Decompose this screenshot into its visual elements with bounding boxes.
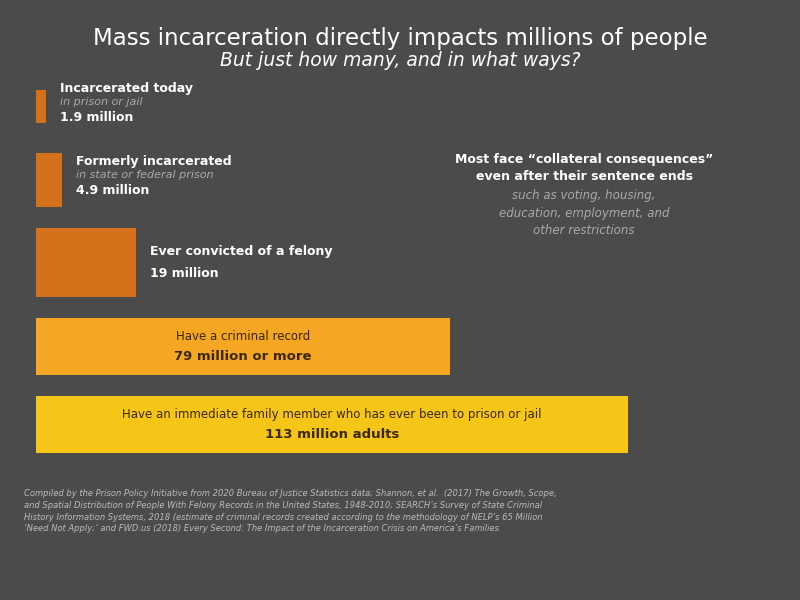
Text: 4.9 million: 4.9 million [76, 184, 150, 197]
Text: 19 million: 19 million [150, 267, 218, 280]
Text: Have a criminal record: Have a criminal record [176, 331, 310, 343]
Text: Most face “collateral consequences”
even after their sentence ends: Most face “collateral consequences” even… [455, 152, 713, 184]
Text: in state or federal prison: in state or federal prison [76, 170, 214, 180]
Text: Incarcerated today: Incarcerated today [60, 82, 194, 95]
Text: Compiled by the Prison Policy Initiative from 2020 Bureau of Justice Statistics : Compiled by the Prison Policy Initiative… [24, 489, 557, 533]
Text: Have an immediate family member who has ever been to prison or jail: Have an immediate family member who has … [122, 409, 542, 421]
Bar [36, 90, 46, 123]
Text: 1.9 million: 1.9 million [60, 111, 134, 124]
Bar [36, 228, 135, 297]
Text: Mass incarceration directly impacts millions of people: Mass incarceration directly impacts mill… [93, 28, 707, 50]
Text: 79 million or more: 79 million or more [174, 350, 312, 362]
Bar [36, 153, 62, 207]
Text: in prison or jail: in prison or jail [60, 97, 143, 107]
Text: 113 million adults: 113 million adults [265, 428, 399, 440]
Text: But just how many, and in what ways?: But just how many, and in what ways? [220, 50, 580, 70]
Text: Formerly incarcerated: Formerly incarcerated [76, 155, 232, 169]
Text: Ever convicted of a felony: Ever convicted of a felony [150, 245, 333, 258]
Bar [36, 318, 450, 375]
Bar [36, 396, 628, 453]
Text: such as voting, housing,
education, employment, and
other restrictions: such as voting, housing, education, empl… [498, 190, 670, 236]
